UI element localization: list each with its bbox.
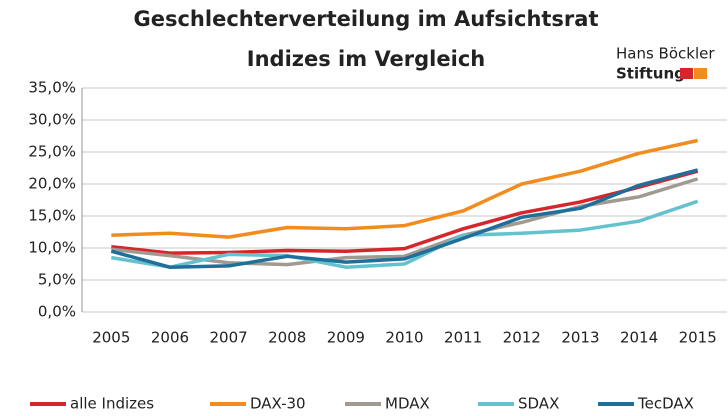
- y-tick-label: 5,0%: [38, 271, 76, 289]
- legend-label: TecDAX: [637, 395, 694, 413]
- y-tick-label: 30,0%: [28, 111, 76, 129]
- y-tick-label: 15,0%: [28, 207, 76, 225]
- x-tick-label: 2013: [561, 329, 599, 347]
- x-tick-label: 2009: [327, 329, 365, 347]
- x-tick-label: 2011: [444, 329, 482, 347]
- series-line: [111, 138, 699, 239]
- x-tick-label: 2005: [92, 329, 130, 347]
- series-line: [110, 168, 699, 269]
- logo-text: Stiftung: [616, 65, 685, 83]
- x-tick-label: 2014: [620, 329, 658, 347]
- chart-subtitle: Indizes im Vergleich: [247, 47, 485, 71]
- legend-label: SDAX: [518, 395, 559, 413]
- legend-label: alle Indizes: [70, 395, 154, 413]
- logo-box: [694, 68, 707, 79]
- series-line: [111, 169, 699, 255]
- legend-label: MDAX: [385, 395, 430, 413]
- x-tick-label: 2010: [385, 329, 423, 347]
- x-tick-label: 2012: [503, 329, 541, 347]
- logo-text: Hans Böckler: [616, 45, 715, 63]
- x-tick-label: 2006: [151, 329, 189, 347]
- y-tick-label: 0,0%: [38, 303, 76, 321]
- legend-label: DAX-30: [250, 395, 306, 413]
- y-tick-label: 35,0%: [28, 79, 76, 97]
- y-tick-label: 20,0%: [28, 175, 76, 193]
- series-line: [111, 199, 699, 269]
- logo-box: [680, 68, 693, 79]
- x-tick-label: 2015: [679, 329, 717, 347]
- x-tick-label: 2007: [209, 329, 247, 347]
- chart-title: Geschlechterverteilung im Aufsichtsrat: [134, 7, 599, 31]
- y-tick-label: 10,0%: [28, 239, 76, 257]
- x-tick-label: 2008: [268, 329, 306, 347]
- y-tick-label: 25,0%: [28, 143, 76, 161]
